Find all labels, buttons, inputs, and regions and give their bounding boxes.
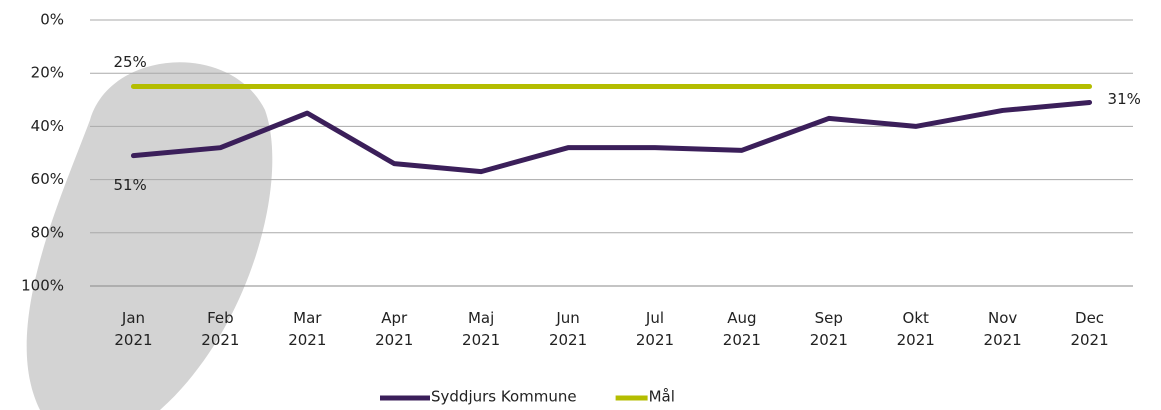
x-tick-label: Jul 2021 [635, 309, 675, 349]
y-tick-label: 60% [31, 170, 64, 188]
legend-label: Syddjurs Kommune [431, 388, 577, 406]
line-series [130, 99, 1093, 175]
data-label: 51% [113, 176, 146, 194]
x-tick-label: Dec 2021 [1070, 309, 1109, 349]
y-tick-label: 100% [21, 277, 64, 295]
x-tick-label: Maj 2021 [462, 309, 501, 349]
legend-label: Mål [649, 388, 675, 406]
x-tick-label: Okt 2021 [896, 309, 935, 349]
y-tick-label: 0% [40, 11, 64, 29]
data-label: 31% [1108, 90, 1141, 108]
x-tick-label: Apr 2021 [375, 309, 414, 349]
y-tick-label: 80% [31, 223, 64, 241]
data-label: 25% [113, 53, 146, 71]
x-tick-label: Jun 2021 [548, 309, 588, 349]
x-tick-label: Mar 2021 [288, 309, 327, 349]
y-tick-label: 40% [31, 117, 64, 135]
x-tick-label: Feb 2021 [201, 309, 240, 349]
x-tick-label: Nov 2021 [983, 309, 1022, 349]
x-tick-label: Aug 2021 [722, 309, 761, 349]
x-tick-label: Sep 2021 [809, 309, 848, 349]
y-tick-label: 20% [31, 64, 64, 82]
x-tick-label: Jan 2021 [114, 309, 153, 349]
